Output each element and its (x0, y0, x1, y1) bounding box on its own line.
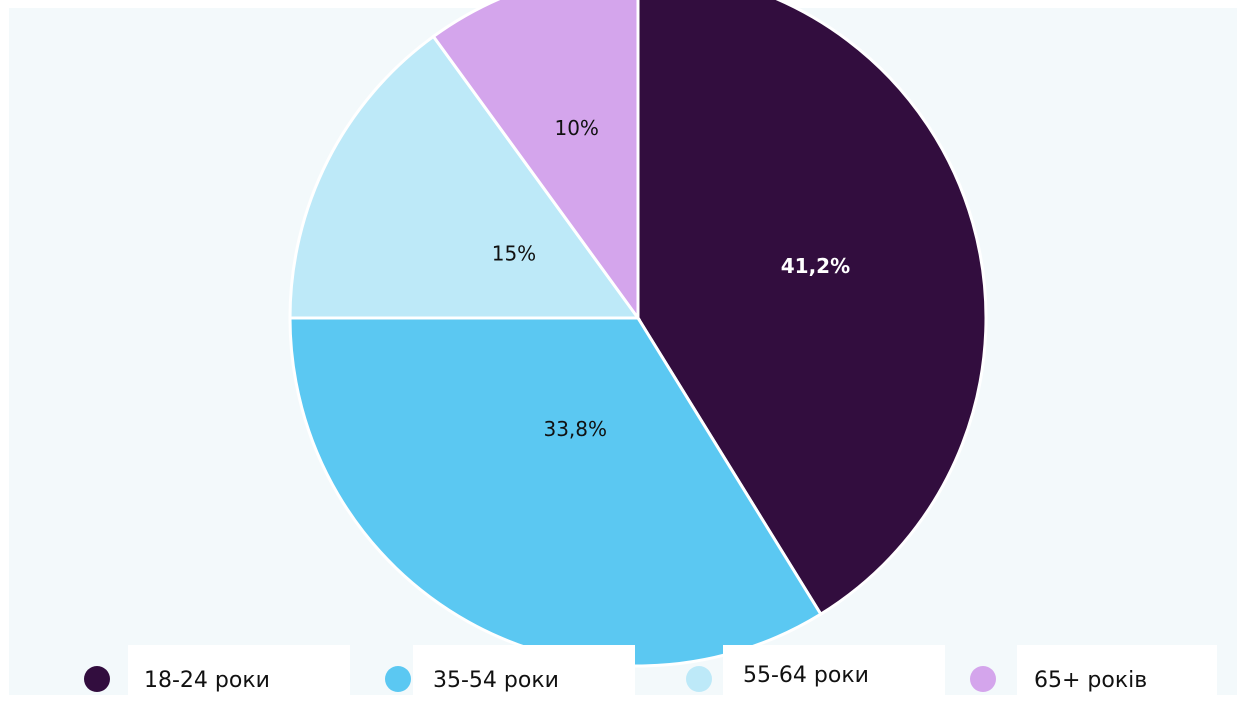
legend-swatch (970, 666, 996, 692)
legend-label-box (723, 645, 945, 701)
slice-value-label: 33,8% (543, 417, 607, 441)
pie-slice-3 (288, 34, 641, 320)
legend-label: 18-24 роки (144, 668, 270, 693)
legend-label: 35-54 роки (433, 668, 559, 693)
legend-label-box (413, 645, 635, 701)
legend-label: 65+ років (1034, 668, 1148, 693)
slice-value-label: 10% (554, 116, 598, 140)
pie-slice-4 (431, 0, 640, 323)
legend-swatch (84, 666, 110, 692)
legend-label: 55-64 роки (743, 663, 869, 688)
slice-value-label: 15% (492, 241, 536, 265)
pie-slice-1 (636, 0, 988, 617)
legend-label-box (128, 645, 350, 701)
slice-value-label: 41,2% (781, 254, 850, 278)
legend-swatch (385, 666, 411, 692)
legend-swatch (686, 666, 712, 692)
legend-label-box (1017, 645, 1217, 701)
